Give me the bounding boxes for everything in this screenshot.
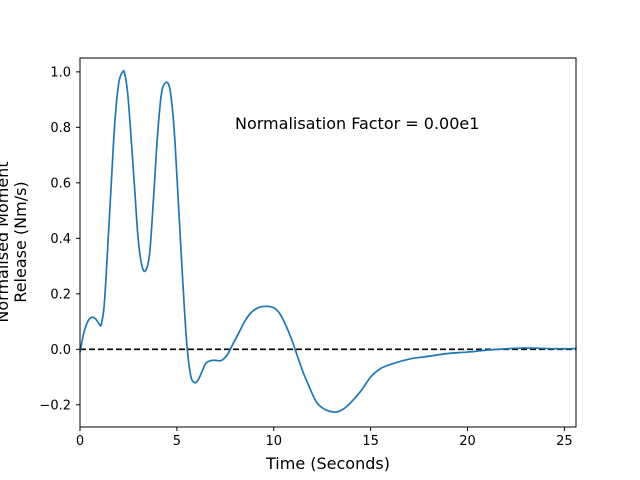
- x-tick-label: 0: [76, 434, 84, 449]
- y-tick-label: 1.0: [50, 65, 71, 80]
- x-axis: 0 5 10 15 20 25: [76, 427, 573, 449]
- y-tick-label: 0.0: [50, 343, 71, 358]
- series-line-0: [79, 69, 577, 413]
- y-axis-label-line-1: Normalised Moment: [0, 161, 12, 322]
- y-tick-label: 0.4: [50, 232, 71, 247]
- x-tick-label: 25: [556, 434, 573, 449]
- y-axis-label-line-2: Release (Nm/s): [11, 181, 30, 302]
- y-axis: −0.2 0.0 0.2 0.4 0.6 0.8 1.0: [39, 65, 80, 413]
- chart-marks: [79, 69, 577, 413]
- plot-area: [80, 58, 576, 427]
- normalisation-factor-annotation: Normalisation Factor = 0.00e1: [235, 114, 479, 133]
- x-axis-label: Time (Seconds): [265, 454, 390, 473]
- x-tick-label: 15: [362, 434, 379, 449]
- y-tick-label: 0.6: [50, 176, 71, 191]
- x-tick-label: 20: [459, 434, 476, 449]
- y-axis-label: Normalised Moment Release (Nm/s): [0, 161, 30, 322]
- plot-frame: [79, 57, 577, 428]
- x-tick-label: 5: [173, 434, 181, 449]
- y-tick-label: 0.8: [50, 121, 71, 136]
- y-tick-label: −0.2: [39, 398, 71, 413]
- x-tick-label: 10: [265, 434, 282, 449]
- y-tick-label: 0.2: [50, 287, 71, 302]
